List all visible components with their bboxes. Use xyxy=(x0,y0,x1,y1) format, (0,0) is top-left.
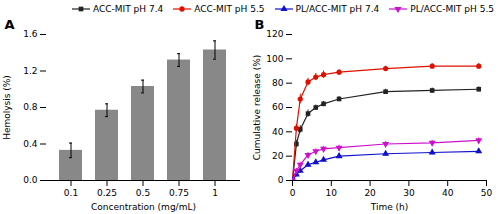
svg-text:Hemolysis (%): Hemolysis (%) xyxy=(2,75,12,140)
svg-text:Concentration (mg/mL): Concentration (mg/mL) xyxy=(91,202,196,212)
svg-text:20: 20 xyxy=(364,188,376,198)
svg-text:B: B xyxy=(255,17,265,32)
svg-text:60: 60 xyxy=(272,102,284,112)
svg-text:0.5: 0.5 xyxy=(136,188,150,198)
svg-text:0.8: 0.8 xyxy=(23,102,38,112)
svg-text:50: 50 xyxy=(481,188,493,198)
svg-text:0: 0 xyxy=(278,175,284,185)
svg-text:1.2: 1.2 xyxy=(23,66,37,76)
svg-text:1.6: 1.6 xyxy=(23,29,38,39)
svg-text:120: 120 xyxy=(266,29,283,39)
svg-text:Time (h): Time (h) xyxy=(370,202,409,212)
svg-text:100: 100 xyxy=(266,54,283,64)
svg-text:0.4: 0.4 xyxy=(23,139,38,149)
svg-text:1: 1 xyxy=(212,188,218,198)
svg-text:30: 30 xyxy=(403,188,415,198)
svg-text:20: 20 xyxy=(272,151,284,161)
html-text:PL/ACC-MIT pH 5.5: PL/ACC-MIT pH 5.5 xyxy=(410,3,494,14)
html-text:PL/ACC-MIT pH 7.4: PL/ACC-MIT pH 7.4 xyxy=(295,3,380,14)
svg-text:0.25: 0.25 xyxy=(97,188,117,198)
html-text:ACC-MIT pH 7.4: ACC-MIT pH 7.4 xyxy=(93,3,164,14)
svg-text:80: 80 xyxy=(272,78,284,88)
svg-text:A: A xyxy=(5,17,15,32)
svg-text:0: 0 xyxy=(290,188,296,198)
svg-text:0.75: 0.75 xyxy=(169,188,189,198)
svg-text:0.1: 0.1 xyxy=(64,188,78,198)
svg-text:10: 10 xyxy=(326,188,338,198)
svg-text:40: 40 xyxy=(272,127,284,137)
svg-text:40: 40 xyxy=(442,188,454,198)
svg-text:Cumulative release (%): Cumulative release (%) xyxy=(252,55,262,160)
html-text:ACC-MIT pH 5.5: ACC-MIT pH 5.5 xyxy=(194,3,265,14)
svg-text:0.0: 0.0 xyxy=(23,175,38,185)
